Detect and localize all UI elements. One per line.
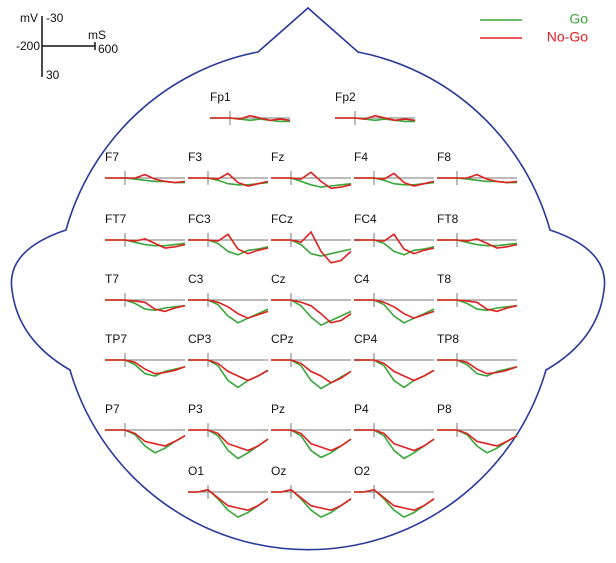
- scale-y-label: mV: [20, 11, 38, 25]
- erp-wave: [188, 488, 269, 519]
- electrode-label: Cz: [271, 272, 286, 286]
- electrode-label: FT7: [105, 212, 127, 226]
- erp-wave: [105, 238, 186, 249]
- erp-wave: [437, 239, 518, 247]
- electrode-label: P4: [354, 402, 369, 416]
- electrode-label: C4: [354, 272, 370, 286]
- erp-wave: [105, 173, 186, 184]
- erp-wave: [354, 299, 435, 320]
- erp-wave: [105, 359, 186, 377]
- electrode-label: Fz: [271, 150, 284, 164]
- erp-wave: [105, 359, 186, 375]
- erp-wave: [188, 359, 269, 382]
- electrode-label: O1: [188, 464, 204, 478]
- erp-wave: [354, 239, 435, 256]
- erp-wave: [271, 359, 352, 390]
- erp-wave: [437, 429, 518, 447]
- electrode-label: F3: [188, 150, 202, 164]
- electrode-label: Fp1: [210, 90, 231, 104]
- scale-bar: mV -30 30 -200 600 mS: [16, 11, 118, 82]
- erp-wave: [271, 359, 352, 384]
- erp-wave: [437, 359, 518, 375]
- erp-wave: [105, 429, 186, 447]
- erp-wave: [354, 233, 435, 255]
- erp-wave: [437, 359, 518, 377]
- electrode-label: P3: [188, 402, 203, 416]
- electrode-label: Pz: [271, 402, 285, 416]
- erp-wave: [271, 171, 352, 190]
- electrode-label: F7: [105, 150, 119, 164]
- electrode-label: TP8: [437, 332, 459, 346]
- erp-wave: [437, 238, 518, 249]
- erp-wave: [437, 299, 518, 313]
- electrode-label: FCz: [271, 212, 293, 226]
- erp-wave: [271, 488, 352, 512]
- erp-wave: [188, 488, 269, 512]
- erp-wave: [354, 359, 435, 389]
- erp-wave: [354, 488, 435, 512]
- electrode-label: FC3: [188, 212, 211, 226]
- erp-wave: [188, 359, 269, 389]
- scale-xlim-end: 600: [98, 42, 118, 56]
- erp-wave: [188, 239, 269, 256]
- scale-ylim-top: -30: [46, 11, 64, 25]
- electrode-label: O2: [354, 464, 370, 478]
- electrode-label: T7: [105, 272, 119, 286]
- electrode-label: CPz: [271, 332, 294, 346]
- erp-wave: [188, 172, 269, 187]
- legend-label: Go: [569, 11, 588, 27]
- erp-wave: [271, 230, 352, 264]
- erp-wave: [105, 299, 186, 313]
- scale-xlim-start: -200: [16, 39, 40, 53]
- electrode-label: P7: [105, 402, 120, 416]
- erp-wave: [271, 299, 352, 324]
- electrode-label: C3: [188, 272, 204, 286]
- erp-wave: [188, 299, 269, 320]
- erp-wave: [354, 299, 435, 324]
- erp-wave: [188, 299, 269, 324]
- erp-wave: [354, 488, 435, 519]
- erp-wave: [271, 429, 352, 452]
- electrode-label: T8: [437, 272, 451, 286]
- electrode-label: P8: [437, 402, 452, 416]
- erp-wave: [188, 233, 269, 255]
- legend-label: No-Go: [547, 29, 588, 45]
- electrode-label: Fp2: [335, 90, 356, 104]
- electrode-label: Oz: [271, 464, 286, 478]
- erp-wave: [354, 172, 435, 187]
- erp-wave: [354, 359, 435, 382]
- scale-ylim-bottom: 30: [46, 68, 60, 82]
- erp-wave: [271, 177, 352, 188]
- electrode-label: FT8: [437, 212, 459, 226]
- erp-wave: [437, 173, 518, 184]
- electrode-label: CP3: [188, 332, 212, 346]
- erp-wave: [271, 488, 352, 519]
- erp-wave: [354, 429, 435, 452]
- electrode-label: TP7: [105, 332, 127, 346]
- electrode-label: FC4: [354, 212, 377, 226]
- scale-x-label: mS: [88, 28, 106, 42]
- electrode-label: F4: [354, 150, 368, 164]
- electrode-label: CP4: [354, 332, 378, 346]
- head-outline: [10, 6, 606, 551]
- erp-wave: [210, 114, 291, 122]
- erp-wave: [335, 114, 416, 122]
- erp-wave: [188, 429, 269, 452]
- electrode-label: F8: [437, 150, 451, 164]
- erp-wave: [105, 239, 186, 247]
- erp-wave: [271, 239, 352, 257]
